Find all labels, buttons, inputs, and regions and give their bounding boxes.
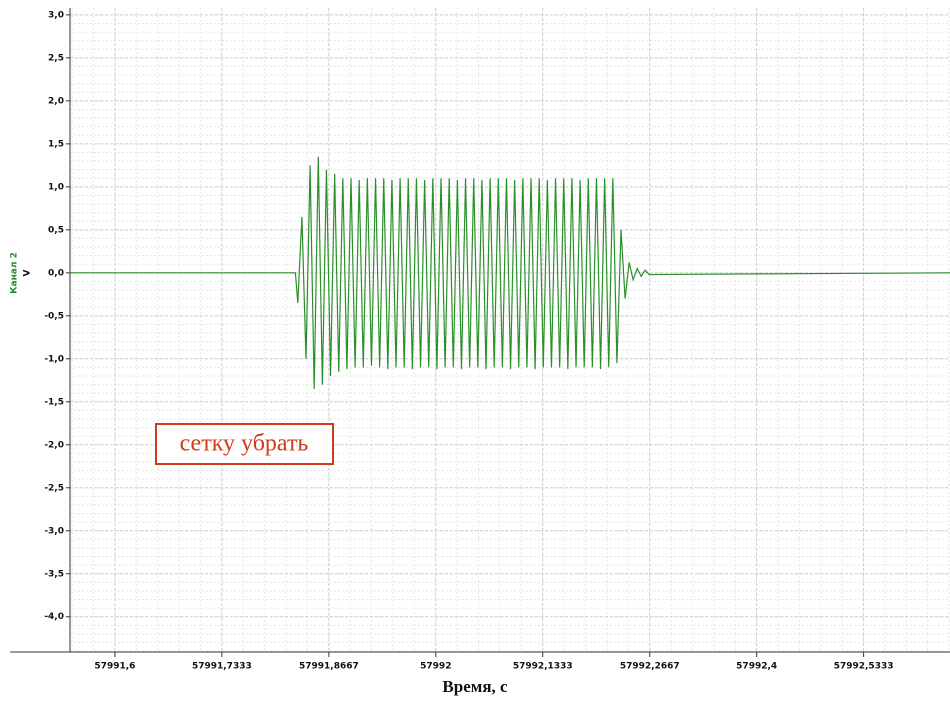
y-tick-label: 2,0 (48, 96, 64, 106)
y-tick-label: -0,5 (44, 311, 64, 321)
y-tick-label: -4,0 (44, 612, 64, 622)
x-tick-label: 57992,4 (736, 662, 777, 672)
y-tick-label: -2,0 (44, 440, 64, 450)
y-tick-label: 3,0 (48, 10, 64, 20)
y-tick-label: 0,0 (48, 268, 64, 278)
y-tick-label: 2,5 (48, 53, 64, 63)
signal-line (70, 156, 950, 389)
y-tick-label: -1,5 (44, 397, 64, 407)
y-tick-label: 1,5 (48, 139, 64, 149)
x-tick-label: 57992,2667 (620, 662, 680, 672)
annotation-text: сетку убрать (180, 431, 309, 457)
y-axis-unit: V (23, 269, 33, 276)
x-tick-label: 57992,5333 (834, 662, 894, 672)
x-tick-label: 57991,6 (94, 662, 135, 672)
y-tick-label: -3,5 (44, 569, 64, 579)
y-tick-label: -1,0 (44, 354, 64, 364)
x-axis-label: Время, с (442, 677, 508, 696)
y-tick-label: 0,5 (48, 225, 64, 235)
x-tick-label: 57991,8667 (299, 662, 359, 672)
annotation-box (155, 423, 334, 465)
y-tick-label: -2,5 (44, 483, 64, 493)
x-tick-label: 57992,1333 (513, 662, 573, 672)
annotation: сетку убрать (155, 423, 334, 465)
x-tick-label: 57992 (420, 662, 451, 672)
y-axis-label: Канал 2 (10, 252, 20, 294)
y-tick-label: 1,0 (48, 182, 64, 192)
x-tick-label: 57991,7333 (192, 662, 252, 672)
y-tick-label: -3,0 (44, 526, 64, 536)
